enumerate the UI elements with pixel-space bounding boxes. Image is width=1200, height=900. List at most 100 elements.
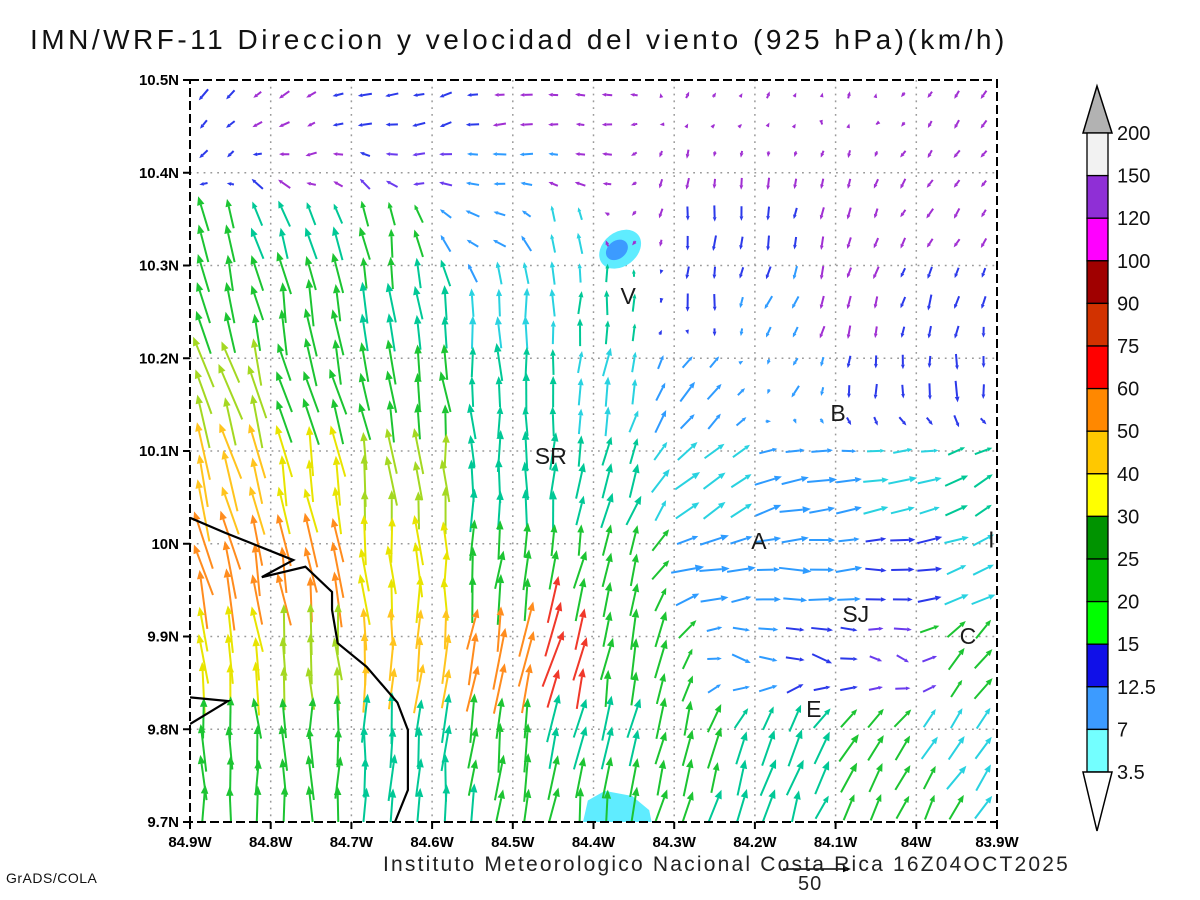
wind-arrow-head: [276, 400, 284, 410]
wind-arrow-head: [900, 92, 906, 98]
wind-arrow-head: [439, 209, 445, 214]
wind-arrow-head: [961, 594, 969, 600]
wind-arrow-head: [219, 510, 227, 521]
wind-arrow-head: [632, 729, 640, 740]
wind-arrow-shaft: [605, 798, 609, 822]
wind-arrow-head: [926, 183, 931, 188]
wind-arrow-head: [196, 254, 204, 264]
wind-arrow-shaft: [766, 266, 772, 276]
wind-arrow-shaft: [577, 237, 584, 254]
wind-arrow-shaft: [928, 179, 934, 185]
wind-arrow-head: [632, 463, 640, 474]
wind-arrow-shaft: [974, 741, 989, 760]
wind-arrow-shaft: [888, 478, 910, 485]
wind-arrow-shaft: [360, 582, 371, 625]
wind-arrow-shaft: [281, 318, 288, 356]
wind-arrow-head: [414, 344, 422, 354]
wind-arrow-head: [389, 636, 397, 646]
wind-arrow-head: [278, 179, 283, 184]
wind-arrow-shaft: [732, 686, 746, 692]
wind-arrow-shaft: [523, 706, 529, 739]
wind-arrow-head: [226, 123, 231, 128]
wind-arrow-shaft: [631, 298, 636, 312]
wind-arrow-head: [225, 726, 233, 736]
wind-arrow-head: [659, 697, 667, 707]
wind-arrow-shaft: [497, 324, 503, 349]
wind-arrow-shaft: [577, 296, 582, 315]
wind-arrow-shaft: [443, 121, 452, 127]
wind-arrow-head: [441, 404, 450, 414]
wind-arrow-head: [576, 232, 582, 239]
wind-arrow-shaft: [306, 496, 319, 533]
wind-arrow-head: [278, 200, 285, 209]
wind-arrow-head: [250, 255, 258, 265]
wind-arrow-shaft: [820, 265, 825, 276]
wind-arrow-head: [903, 735, 911, 744]
wind-arrow-shaft: [650, 474, 666, 493]
wind-arrow-head: [745, 535, 753, 541]
wind-arrow-shaft: [971, 596, 990, 606]
wind-arrow-head: [196, 633, 205, 644]
wind-arrow-shaft: [417, 93, 425, 97]
wind-arrow-shaft: [574, 616, 584, 650]
wind-arrow-head: [329, 368, 337, 379]
wind-arrow-head: [717, 656, 722, 661]
wind-arrow-head: [333, 666, 342, 676]
wind-arrow-shaft: [334, 646, 343, 681]
wind-arrow-shaft: [793, 326, 799, 334]
wind-arrow-head: [632, 293, 637, 299]
colorbar-segment: [1086, 132, 1109, 177]
colorbar: 3.5 7 12.5 15 20 25 30 40 50 60 75 90 100 120 150 200: [1081, 83, 1156, 832]
wind-arrow-shaft: [955, 238, 961, 245]
wind-arrow-head: [601, 122, 607, 127]
wind-arrow-shaft: [575, 471, 584, 499]
wind-arrow-shaft: [336, 795, 340, 822]
wind-arrow-shaft: [655, 386, 664, 402]
wind-arrow-head: [800, 597, 808, 603]
wind-arrow-shaft: [572, 706, 585, 738]
wind-arrow-shaft: [387, 676, 395, 710]
wind-arrow-head: [745, 627, 750, 632]
wind-arrow-head: [828, 596, 836, 603]
wind-arrow-head: [745, 685, 750, 690]
wind-arrow-head: [469, 315, 477, 325]
wind-arrow-shaft: [227, 206, 235, 229]
wind-arrow-head: [357, 123, 363, 127]
wind-arrow-head: [902, 420, 907, 426]
x-tick-label: 84.9W: [168, 834, 212, 851]
wind-arrow-head: [603, 669, 612, 680]
wind-arrow-head: [662, 560, 670, 567]
wind-arrow-head: [275, 573, 284, 584]
wind-arrow-head: [685, 91, 690, 97]
wind-arrow-head: [224, 633, 233, 644]
wind-arrow-head: [389, 667, 398, 678]
wind-arrow-head: [954, 124, 959, 129]
wind-arrow-shaft: [901, 296, 907, 305]
wind-arrow-shaft: [599, 646, 612, 681]
wind-arrow-shaft: [604, 678, 609, 708]
wind-arrow-shaft: [626, 706, 639, 738]
wind-arrow-head: [358, 402, 366, 413]
wind-arrow-head: [197, 723, 206, 734]
wind-arrow-shaft: [471, 384, 475, 407]
wind-arrow-head: [959, 447, 966, 452]
colorbar-tick-label: 3.5: [1117, 762, 1145, 784]
wind-arrow-shaft: [227, 614, 234, 653]
wind-arrow-head: [739, 216, 744, 221]
wind-arrow-head: [876, 735, 884, 744]
wind-arrow-shaft: [278, 581, 292, 626]
wind-arrow-shaft: [847, 207, 852, 216]
wind-arrow-shaft: [874, 178, 879, 185]
wind-arrow-head: [773, 504, 782, 511]
wind-arrow-shaft: [601, 561, 611, 588]
wind-arrow-shaft: [793, 385, 800, 395]
wind-arrow-head: [439, 371, 447, 381]
wind-arrow-head: [412, 514, 420, 525]
wind-arrow-head: [226, 786, 234, 796]
wind-arrow-head: [873, 183, 878, 189]
wind-arrow-head: [199, 124, 205, 129]
wind-arrow-shaft: [659, 239, 663, 243]
wind-arrow-head: [661, 441, 668, 449]
wind-arrow-head: [957, 679, 963, 686]
wind-arrow-shaft: [225, 405, 237, 446]
